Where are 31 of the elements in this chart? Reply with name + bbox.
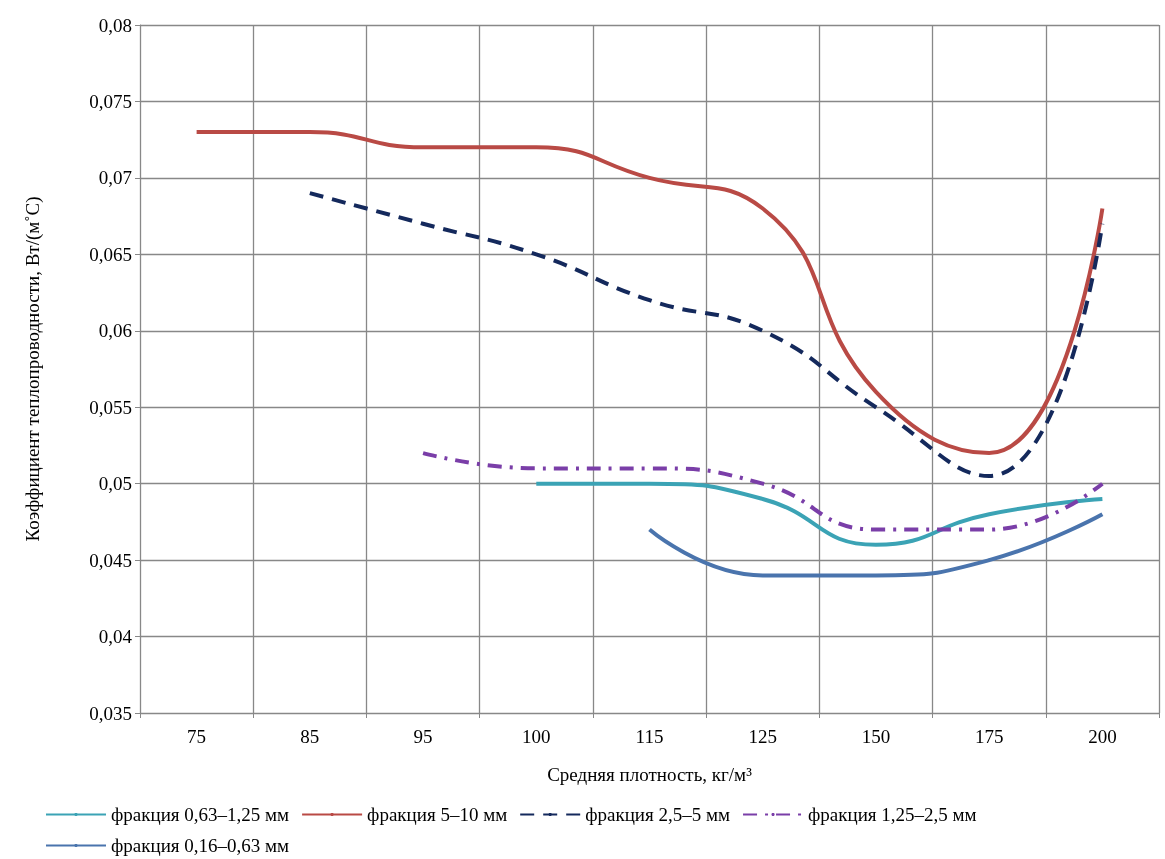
y-axis-title: Коэффициент теплопроводности, Вт/(м˚С) bbox=[22, 196, 44, 542]
y-tick-label: 0,06 bbox=[98, 320, 132, 342]
x-tick-label: 115 bbox=[635, 726, 664, 747]
legend-label: фракция 1,25–2,5 мм bbox=[808, 804, 977, 825]
x-tick-label: 95 bbox=[413, 726, 433, 747]
legend-label: фракция 5–10 мм bbox=[367, 804, 508, 825]
x-axis-title: Средняя плотность, кг/м³ bbox=[547, 764, 753, 785]
y-tick-label: 0,07 bbox=[98, 167, 132, 189]
y-tick-label: 0,075 bbox=[89, 90, 132, 112]
line-series bbox=[647, 512, 1105, 578]
y-tick-label: 0,08 bbox=[98, 14, 132, 36]
y-tick-label: 0,05 bbox=[98, 473, 132, 495]
x-tick-label: 75 bbox=[187, 726, 207, 747]
line-series bbox=[194, 130, 1105, 456]
legend-label: фракция 0,63–1,25 мм bbox=[111, 804, 290, 825]
legend-label: фракция 0,16–0,63 мм bbox=[111, 835, 290, 856]
x-tick-label: 85 bbox=[300, 726, 320, 747]
line-series bbox=[421, 451, 1105, 532]
line-series bbox=[307, 191, 1105, 479]
x-tick-label: 200 bbox=[1088, 726, 1117, 747]
y-tick-label: 0,04 bbox=[98, 626, 133, 648]
legend-label: фракция 2,5–5 мм bbox=[585, 804, 731, 825]
y-tick-label: 0,055 bbox=[89, 396, 132, 418]
x-tick-label: 175 bbox=[974, 726, 1004, 747]
x-tick-label: 100 bbox=[522, 726, 551, 747]
y-tick-label: 0,035 bbox=[89, 702, 132, 724]
y-tick-label: 0,045 bbox=[89, 549, 132, 571]
y-tick-label: 0,065 bbox=[89, 243, 132, 265]
line-series bbox=[534, 481, 1105, 547]
x-tick-label: 150 bbox=[861, 726, 891, 747]
x-tick-label: 125 bbox=[748, 726, 777, 747]
